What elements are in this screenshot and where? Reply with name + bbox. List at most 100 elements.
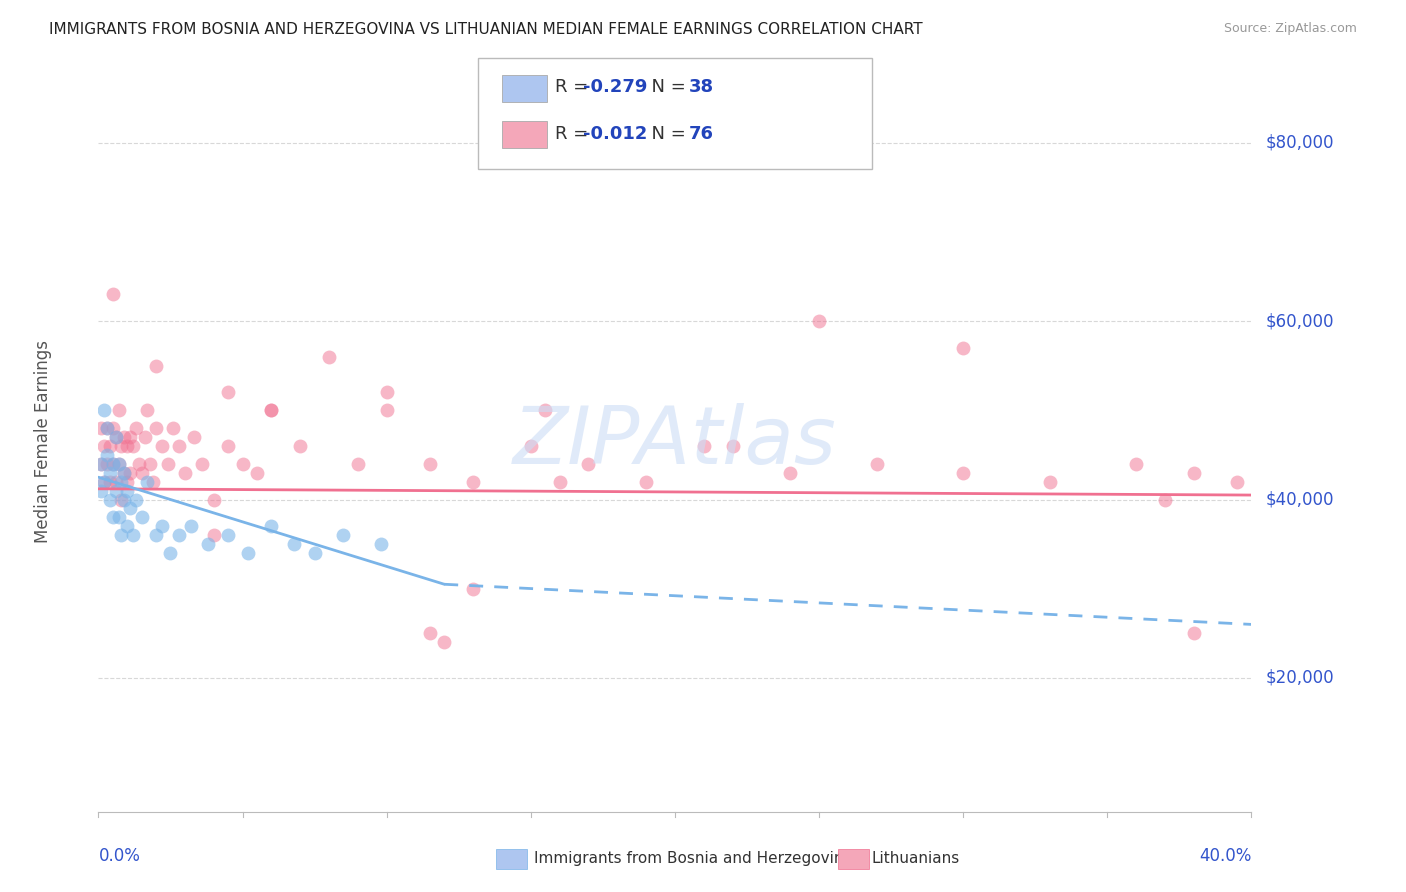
Point [96,457,118,471]
Point [101,510,124,524]
Point [304,546,326,560]
Point [636,475,658,489]
Point [122,439,145,453]
Point [90,457,112,471]
Point [142,475,165,489]
Text: 38: 38 [689,78,714,96]
Point [107,457,129,471]
Point [134,430,156,444]
Point [318,350,340,364]
Point [120,501,142,516]
Point [150,519,173,533]
Point [174,466,197,480]
Point [104,430,127,444]
Point [283,537,305,551]
Point [117,475,139,489]
Point [90,421,112,435]
Point [260,519,283,533]
Point [120,430,142,444]
Point [290,439,312,453]
Point [167,439,190,453]
Point [419,626,441,640]
Point [1039,475,1062,489]
Point [104,430,127,444]
Text: 76: 76 [689,125,714,143]
Text: $60,000: $60,000 [1265,312,1334,330]
Text: $20,000: $20,000 [1265,669,1334,687]
Point [779,466,801,480]
Text: N =: N = [640,125,692,143]
Point [112,492,135,507]
Point [1226,475,1249,489]
Point [375,385,398,400]
Point [110,475,132,489]
Point [128,457,150,471]
Point [217,439,239,453]
Point [866,457,889,471]
Point [202,492,225,507]
Point [110,528,132,542]
Text: 40.0%: 40.0% [1199,847,1251,865]
Point [131,466,153,480]
Point [120,466,142,480]
Point [90,457,112,471]
Point [808,314,831,328]
Point [952,466,974,480]
Point [98,475,121,489]
Point [139,457,162,471]
Point [260,403,283,417]
Point [112,466,135,480]
Point [150,439,173,453]
Point [534,403,557,417]
Point [375,403,398,417]
Point [202,528,225,542]
Point [117,439,139,453]
Point [145,421,167,435]
Point [159,546,181,560]
Point [112,466,135,480]
Point [231,457,254,471]
Point [96,421,118,435]
Text: N =: N = [640,78,692,96]
Text: 0.0%: 0.0% [98,847,141,865]
Point [110,439,132,453]
Point [217,385,239,400]
Text: Median Female Earnings: Median Female Earnings [34,340,52,543]
Point [104,475,127,489]
Point [548,475,571,489]
Point [93,403,115,417]
Point [952,341,974,355]
Point [721,439,744,453]
Point [104,483,127,498]
Point [1182,626,1205,640]
Point [246,466,269,480]
Point [112,430,135,444]
Point [1154,492,1177,507]
Text: IMMIGRANTS FROM BOSNIA AND HERZEGOVINA VS LITHUANIAN MEDIAN FEMALE EARNINGS CORR: IMMIGRANTS FROM BOSNIA AND HERZEGOVINA V… [49,22,922,37]
Point [107,510,129,524]
Point [260,403,283,417]
Point [578,457,600,471]
Point [98,466,121,480]
Point [101,457,124,471]
Text: $80,000: $80,000 [1265,134,1334,152]
Point [217,528,239,542]
Point [370,537,392,551]
Point [136,475,159,489]
Point [145,359,167,373]
Point [197,537,219,551]
Point [180,519,202,533]
Point [183,430,205,444]
Point [520,439,543,453]
Point [93,475,115,489]
Point [107,457,129,471]
Text: Lithuanians: Lithuanians [872,851,960,865]
Point [107,403,129,417]
Point [125,421,148,435]
Point [131,510,153,524]
Text: R =: R = [555,125,595,143]
Point [346,457,368,471]
Point [461,475,484,489]
Point [117,519,139,533]
Point [461,582,484,596]
